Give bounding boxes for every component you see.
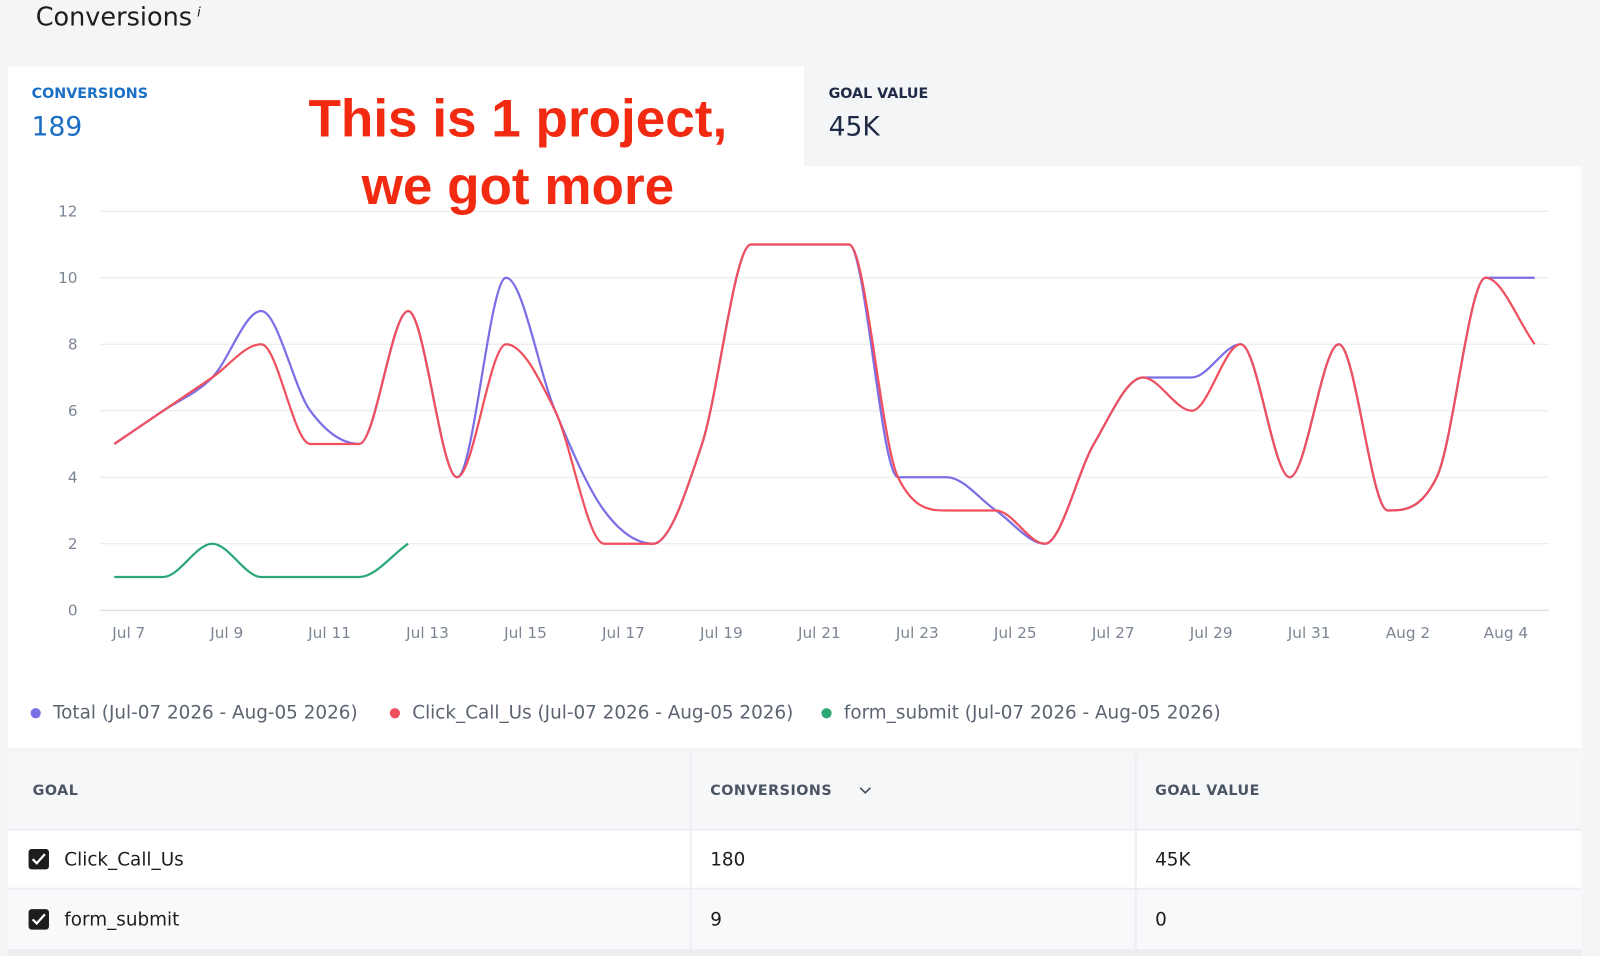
x-tick-label: Aug 4 xyxy=(1484,624,1528,642)
x-tick-label: Jul 17 xyxy=(601,624,645,642)
annotation: This is 1 project, we got more xyxy=(255,86,781,221)
legend-dot xyxy=(821,707,832,718)
x-tick-label: Jul 27 xyxy=(1091,624,1135,642)
x-tick-label: Jul 15 xyxy=(503,624,547,642)
y-tick-label: 0 xyxy=(68,601,78,619)
check-icon xyxy=(31,853,46,865)
goal-value-card[interactable]: GOAL VALUE 45K xyxy=(805,66,1582,168)
cell: 45K xyxy=(1136,830,1582,888)
series-line xyxy=(113,243,1536,545)
x-tick-label: Jul 25 xyxy=(993,624,1037,642)
legend-item[interactable]: form_submit (Jul-07 2026 - Aug-05 2026) xyxy=(821,702,1221,724)
title-text: Conversions xyxy=(35,2,193,32)
legend-dot xyxy=(30,707,41,718)
chart: 0 2 4 6 8 10 12 Jul 7 Jul 9 Jul 11 Jul 13 Jul 15 Jul… xyxy=(58,202,1549,642)
y-tick-label: 12 xyxy=(58,202,77,220)
y-tick-label: 4 xyxy=(68,468,78,486)
cell-text: form_submit xyxy=(64,908,180,931)
x-tick-label: Jul 11 xyxy=(307,624,351,642)
column-header[interactable]: CONVERSIONS xyxy=(691,753,1135,829)
annotation-line: This is 1 project, xyxy=(308,89,728,149)
info-icon[interactable]: i xyxy=(197,4,201,21)
card-label: GOAL VALUE xyxy=(828,85,929,103)
header-text: CONVERSIONS xyxy=(710,782,833,799)
y-tick-label: 2 xyxy=(68,535,78,553)
series-line xyxy=(113,243,1535,545)
table: GOAL CONVERSIONS GOAL VALUE Click_Call_U… xyxy=(8,753,1582,956)
x-tick-label: Jul 21 xyxy=(797,624,841,642)
x-tick-label: Jul 9 xyxy=(209,624,243,642)
x-tick-label: Aug 2 xyxy=(1386,624,1430,642)
x-tick-label: Jul 29 xyxy=(1189,624,1233,642)
legend-label: Total (Jul-07 2026 - Aug-05 2026) xyxy=(53,702,358,724)
cell: 180 xyxy=(691,830,1135,888)
checkbox[interactable] xyxy=(28,848,49,870)
cell-text: 9 xyxy=(710,908,722,931)
x-tick-label: Jul 13 xyxy=(405,624,449,642)
y-tick-label: 6 xyxy=(68,402,78,420)
cell-text: 45K xyxy=(1155,848,1191,870)
legend-item[interactable]: Click_Call_Us (Jul-07 2026 - Aug-05 2026… xyxy=(389,702,794,724)
column-header: GOAL VALUE xyxy=(1136,753,1582,829)
y-tick-label: 10 xyxy=(58,269,77,287)
goal-cell: Click_Call_Us xyxy=(8,830,690,888)
card-value: 45K xyxy=(828,112,880,143)
x-tick-label: Jul 7 xyxy=(111,624,145,642)
chart-panel xyxy=(8,166,1582,748)
legend-dot xyxy=(389,707,400,718)
y-tick-label: 8 xyxy=(68,335,78,353)
section-title: Conversions i xyxy=(36,2,201,32)
x-tick-label: Jul 23 xyxy=(895,624,939,642)
cell: 9 xyxy=(691,889,1135,949)
goal-cell: form_submit xyxy=(8,889,690,949)
legend-label: form_submit (Jul-07 2026 - Aug-05 2026) xyxy=(843,702,1221,724)
check-icon xyxy=(31,913,46,926)
x-tick-label: Jul 31 xyxy=(1287,624,1331,642)
annotation-line: we got more xyxy=(361,157,675,217)
cell-text: 180 xyxy=(710,848,746,870)
cell-text: Click_Call_Us xyxy=(64,848,184,870)
legend-label: Click_Call_Us (Jul-07 2026 - Aug-05 2026… xyxy=(412,702,794,724)
x-tick-label: Jul 19 xyxy=(699,624,743,642)
cell-text: 0 xyxy=(1155,908,1167,931)
header-text: GOAL xyxy=(32,782,79,799)
header-text: GOAL VALUE xyxy=(1155,782,1260,799)
legend-item[interactable]: Total (Jul-07 2026 - Aug-05 2026) xyxy=(30,702,358,724)
series-line xyxy=(114,542,409,579)
column-header: GOAL xyxy=(8,753,690,829)
sort-chevron[interactable] xyxy=(859,787,871,795)
cell: 0 xyxy=(1136,889,1582,949)
conversions-card[interactable]: CONVERSIONS 189 xyxy=(8,66,805,167)
checkbox[interactable] xyxy=(28,909,49,930)
card-label: CONVERSIONS xyxy=(31,85,149,103)
card-value: 189 xyxy=(31,112,83,143)
